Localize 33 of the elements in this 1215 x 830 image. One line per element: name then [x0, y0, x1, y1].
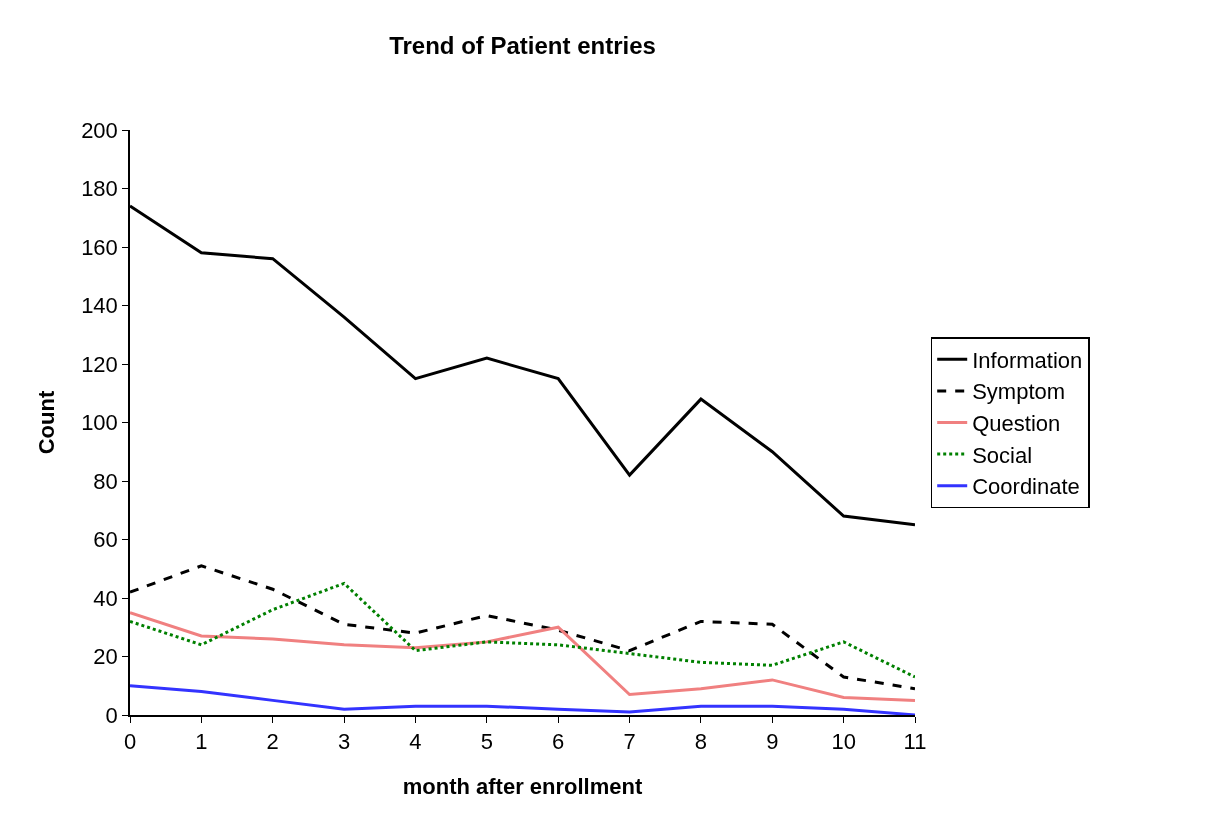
x-tick-label: 2	[266, 729, 279, 755]
x-tick-label: 10	[831, 729, 856, 755]
x-tick-label: 3	[337, 729, 351, 755]
legend-label: Coordinate	[972, 474, 1080, 500]
x-tick-label: 1	[195, 729, 208, 755]
x-tick-label: 5	[480, 729, 493, 755]
x-tick-label: 8	[694, 729, 708, 755]
x-tick-label: 0	[123, 729, 137, 755]
chart-title: Trend of Patient entries	[389, 32, 656, 60]
x-tick-label: 6	[552, 729, 565, 755]
y-tick-label: 20	[93, 644, 118, 670]
y-tick-label: 100	[81, 410, 118, 436]
x-tick-label: 4	[409, 729, 422, 755]
x-tick-label: 11	[903, 729, 927, 755]
y-tick-label: 160	[81, 234, 118, 260]
line-series	[130, 611, 915, 702]
legend-label: Question	[972, 411, 1061, 437]
y-tick-label: 0	[105, 702, 118, 728]
y-tick-label: 120	[81, 351, 118, 377]
x-tick-label: 9	[766, 729, 779, 755]
y-tick-label: 60	[93, 527, 118, 553]
x-tick-label: 7	[623, 729, 636, 755]
x-axis-title: month after enrollment	[402, 773, 643, 799]
line-series	[130, 581, 915, 679]
y-tick-label: 140	[81, 293, 118, 319]
legend-label: Information	[972, 347, 1083, 373]
y-tick-label: 40	[93, 585, 118, 611]
y-tick-label: 80	[93, 468, 118, 494]
legend-label: Symptom	[972, 379, 1066, 405]
y-axis-title: Count	[34, 390, 60, 455]
legend-label: Social	[972, 442, 1033, 468]
y-tick-label: 200	[81, 117, 118, 143]
y-tick-label: 180	[81, 176, 118, 202]
